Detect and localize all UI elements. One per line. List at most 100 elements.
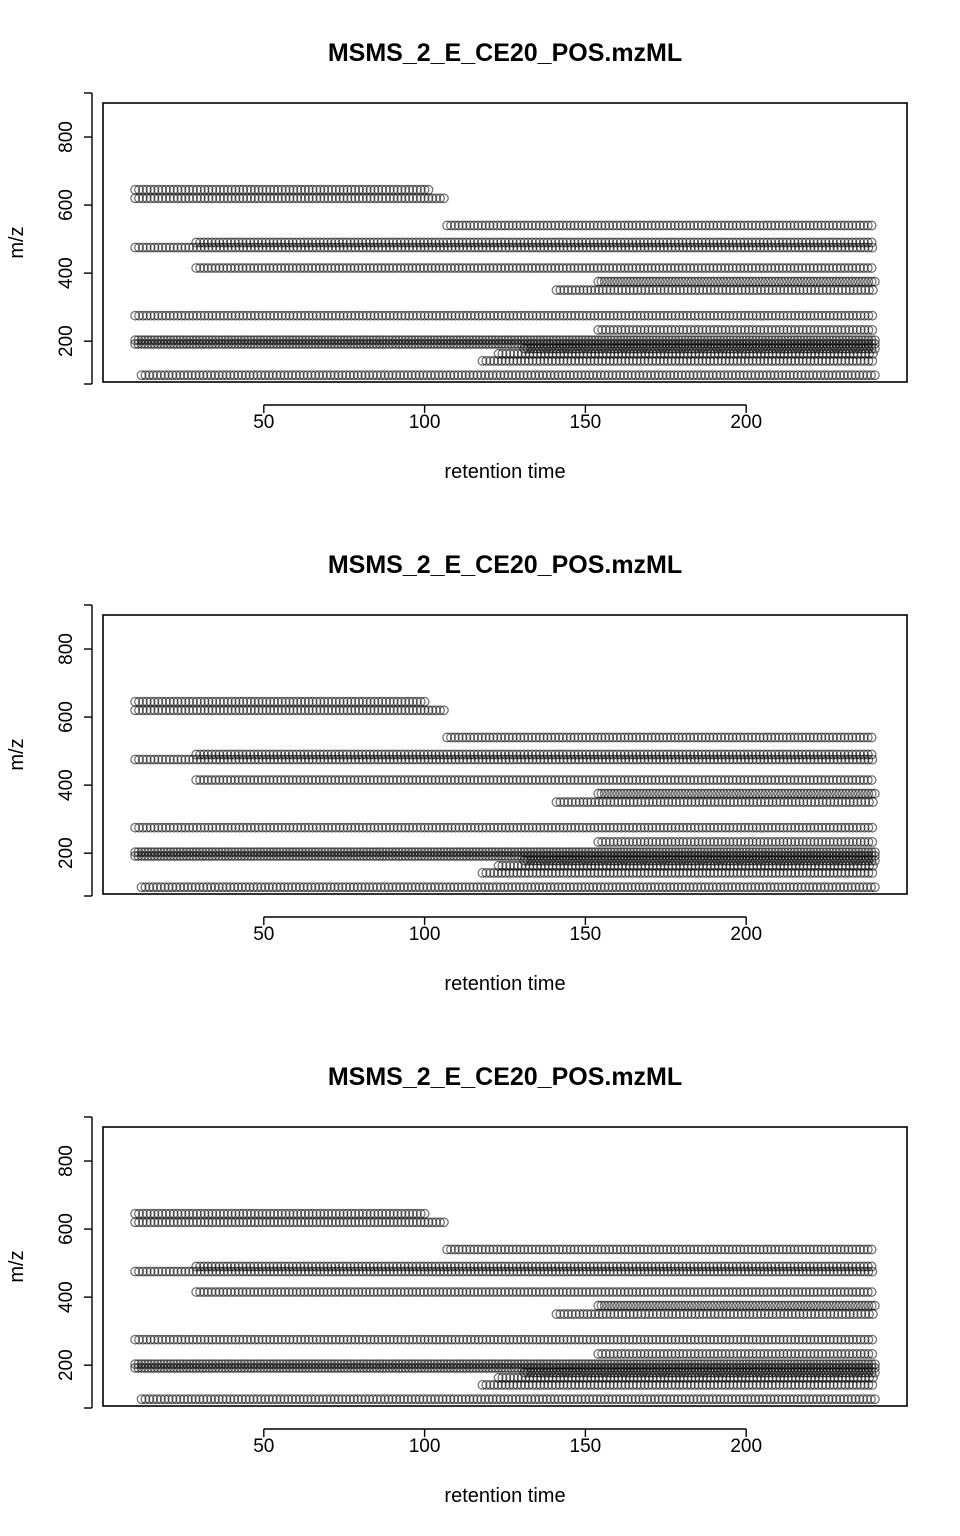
data-point xyxy=(550,310,561,321)
data-point xyxy=(284,193,295,204)
data-point xyxy=(717,285,728,296)
data-point xyxy=(260,370,271,381)
data-point xyxy=(300,242,310,253)
data-point xyxy=(545,343,555,354)
data-point xyxy=(584,263,595,273)
data-point xyxy=(792,343,803,354)
data-point xyxy=(843,263,854,273)
data-point xyxy=(585,242,596,253)
data-point xyxy=(693,263,703,273)
data-point xyxy=(307,310,318,321)
data-point xyxy=(307,338,317,349)
x-axis: 50 100 150 200 xyxy=(253,1428,762,1457)
data-point xyxy=(603,370,614,381)
data-point xyxy=(770,263,781,273)
data-point xyxy=(612,355,623,366)
y-tick-label: 200 xyxy=(56,837,77,869)
data-point xyxy=(689,324,700,335)
data-point xyxy=(365,310,376,321)
data-point xyxy=(218,263,229,273)
data-point xyxy=(496,338,507,349)
data-point xyxy=(226,705,237,716)
data-point xyxy=(504,242,515,253)
data-point xyxy=(450,310,461,321)
data-point xyxy=(615,343,626,354)
data-point xyxy=(229,370,240,381)
data-point xyxy=(211,705,222,716)
data-point xyxy=(735,263,746,273)
data-point xyxy=(338,242,349,253)
data-point xyxy=(840,324,851,335)
data-point xyxy=(769,370,780,381)
mz-trace xyxy=(593,836,878,847)
data-point xyxy=(550,263,561,273)
data-point xyxy=(215,242,226,253)
data-point xyxy=(608,263,619,273)
data-point xyxy=(593,355,604,366)
data-point xyxy=(342,338,353,349)
data-point xyxy=(709,285,720,296)
data-point xyxy=(415,193,426,204)
data-point xyxy=(511,220,522,231)
data-point xyxy=(705,310,716,321)
data-point xyxy=(149,705,160,716)
data-point xyxy=(207,310,218,321)
data-point xyxy=(824,324,835,335)
data-point xyxy=(666,355,677,366)
data-point xyxy=(790,242,801,253)
data-point xyxy=(500,355,511,366)
data-point xyxy=(736,355,747,366)
data-point xyxy=(249,338,260,349)
data-point xyxy=(430,263,441,273)
data-point xyxy=(866,237,877,248)
data-point xyxy=(191,338,202,349)
data-point xyxy=(241,263,252,273)
data-point xyxy=(271,370,282,381)
data-point xyxy=(635,324,646,335)
data-point xyxy=(218,705,229,716)
data-point xyxy=(280,242,291,253)
data-point xyxy=(817,242,828,253)
data-point xyxy=(433,370,444,381)
data-point xyxy=(693,310,704,321)
data-point xyxy=(188,705,199,716)
data-point xyxy=(642,263,653,273)
data-point xyxy=(739,242,750,253)
data-point xyxy=(323,193,334,204)
data-point xyxy=(723,370,734,381)
data-point xyxy=(223,338,234,349)
data-point xyxy=(423,242,434,253)
data-point xyxy=(172,338,182,349)
data-point xyxy=(808,343,819,354)
data-point xyxy=(550,355,561,366)
data-point xyxy=(599,370,610,381)
data-point xyxy=(292,310,303,321)
y-axis-label: m/z xyxy=(6,1250,28,1282)
data-point xyxy=(410,370,421,381)
data-point xyxy=(481,242,492,253)
data-point xyxy=(442,263,453,273)
data-point xyxy=(323,705,334,716)
data-point xyxy=(384,310,395,321)
data-point xyxy=(432,338,443,349)
data-point xyxy=(762,220,773,231)
data-point xyxy=(643,355,654,366)
data-point xyxy=(555,285,566,296)
x-axis-label: retention time xyxy=(444,1485,565,1507)
data-point xyxy=(473,220,483,231)
data-point xyxy=(242,705,253,716)
data-point xyxy=(381,193,391,204)
data-point xyxy=(199,193,210,204)
data-point xyxy=(792,370,803,381)
data-point xyxy=(680,343,691,354)
data-point xyxy=(866,263,877,273)
data-point xyxy=(662,355,673,366)
data-point xyxy=(411,705,422,716)
data-point xyxy=(774,355,785,366)
data-point xyxy=(210,263,221,273)
data-point xyxy=(731,220,742,231)
data-point xyxy=(245,193,256,204)
